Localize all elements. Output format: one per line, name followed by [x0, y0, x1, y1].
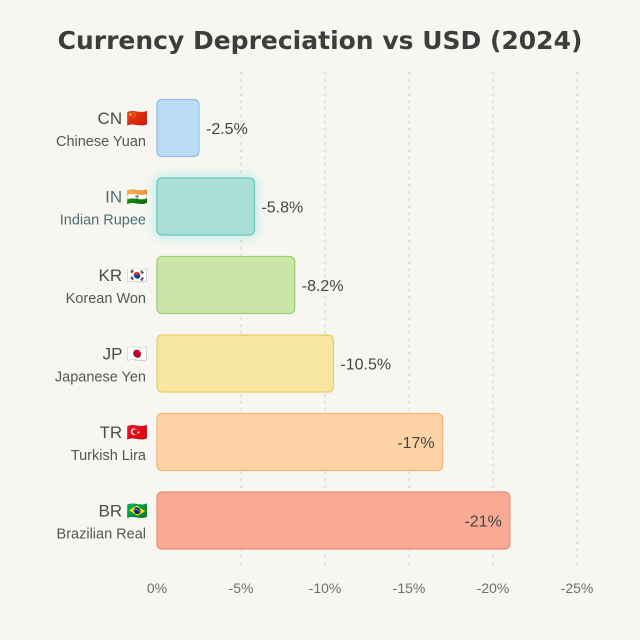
value-label: -8.2%: [302, 278, 344, 295]
bar: [156, 491, 511, 550]
category-name: Korean Won: [66, 291, 146, 307]
bar: [156, 412, 444, 472]
x-tick-label: -20%: [477, 580, 510, 596]
bar: [156, 98, 200, 158]
category-name: Japanese Yen: [55, 370, 146, 386]
category-code: TR 🇹🇷: [99, 423, 148, 442]
x-tick-label: -5%: [229, 580, 254, 596]
category-name: Indian Rupee: [60, 213, 146, 229]
value-label: -2.5%: [206, 121, 248, 138]
value-label: -5.8%: [261, 200, 303, 217]
chart-title: Currency Depreciation vs USD (2024): [57, 26, 583, 55]
category-name: Brazilian Real: [57, 527, 146, 543]
value-label: -17%: [397, 435, 434, 452]
category-code: KR 🇰🇷: [98, 266, 148, 285]
x-tick-label: -10%: [309, 580, 342, 596]
category-name: Turkish Lira: [71, 448, 147, 464]
x-tick-label: 0%: [147, 580, 167, 596]
category-code: CN 🇨🇳: [98, 109, 148, 128]
bar: [156, 177, 256, 236]
category-code: BR 🇧🇷: [98, 502, 148, 521]
category-code: IN 🇮🇳: [105, 188, 148, 207]
x-tick-label: -25%: [561, 580, 594, 596]
value-label: -10.5%: [340, 357, 391, 374]
bar: [156, 255, 296, 315]
x-tick-label: -15%: [393, 580, 426, 596]
category-name: Chinese Yuan: [56, 134, 146, 150]
value-label: -21%: [464, 514, 501, 531]
bar: [156, 334, 334, 393]
category-code: JP 🇯🇵: [103, 345, 148, 364]
